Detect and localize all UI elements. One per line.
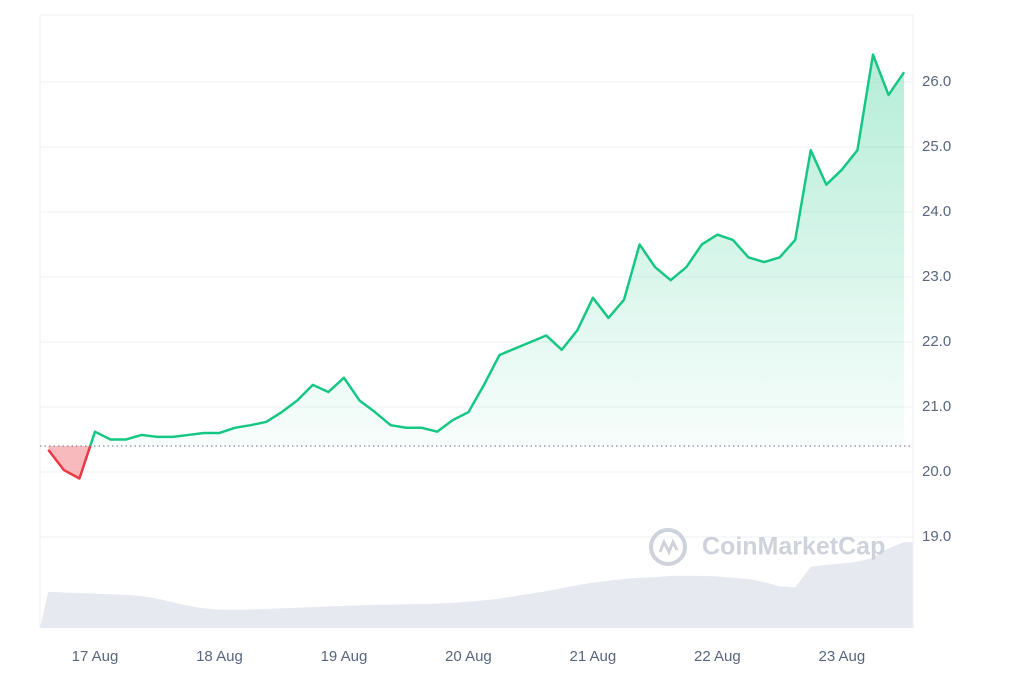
area-fill <box>48 54 905 479</box>
y-tick-label: 22.0 <box>922 333 951 350</box>
y-tick-label: 23.0 <box>922 268 951 285</box>
x-tick-label: 18 Aug <box>196 648 243 665</box>
volume-area <box>40 542 913 628</box>
y-tick-label: 21.0 <box>922 398 951 415</box>
y-tick-label: 26.0 <box>922 73 951 90</box>
y-tick-label: 24.0 <box>922 203 951 220</box>
y-tick-label: 20.0 <box>922 463 951 480</box>
watermark-logo <box>649 528 687 566</box>
x-tick-label: 22 Aug <box>694 648 741 665</box>
x-tick-label: 19 Aug <box>321 648 368 665</box>
x-tick-label: 20 Aug <box>445 648 492 665</box>
price-line <box>47 53 906 480</box>
y-tick-label: 19.0 <box>922 528 951 545</box>
x-tick-label: 17 Aug <box>72 648 119 665</box>
watermark-logo-mark <box>658 538 679 556</box>
x-tick-label: 21 Aug <box>570 648 617 665</box>
y-tick-label: 25.0 <box>922 138 951 155</box>
x-tick-label: 23 Aug <box>819 648 866 665</box>
watermark: CoinMarketCap <box>649 528 885 566</box>
watermark-text: CoinMarketCap <box>702 533 885 561</box>
